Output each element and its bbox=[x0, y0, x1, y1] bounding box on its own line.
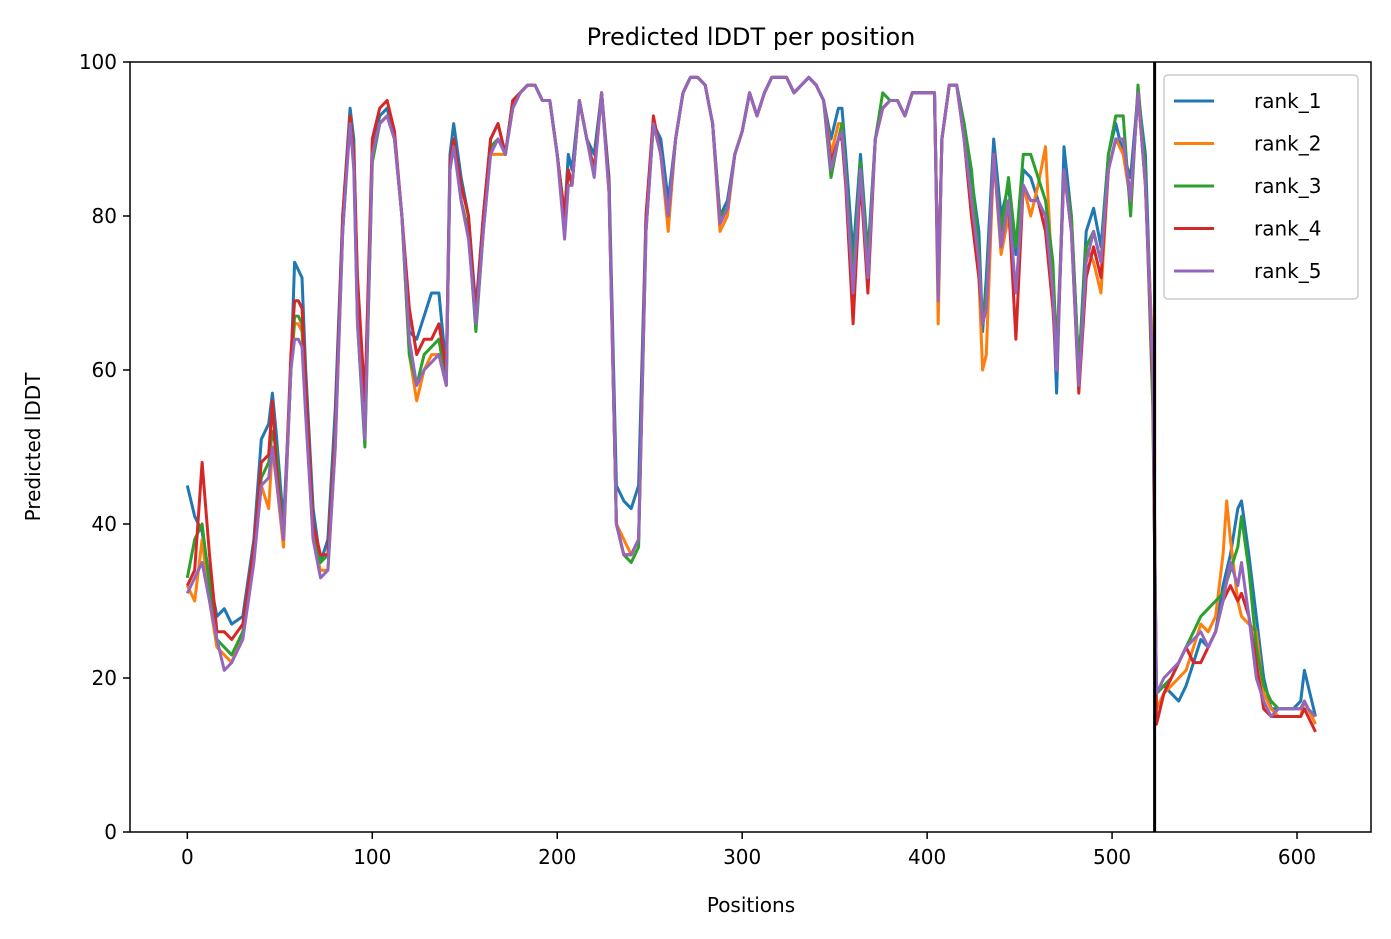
legend-label-rank_3: rank_3 bbox=[1254, 174, 1321, 198]
legend-label-rank_4: rank_4 bbox=[1254, 217, 1321, 241]
x-tick-label: 500 bbox=[1093, 845, 1131, 869]
x-tick-label: 600 bbox=[1278, 845, 1316, 869]
x-axis: 0 100 200 300 400 500 600 bbox=[181, 832, 1316, 869]
x-tick-label: 300 bbox=[723, 845, 761, 869]
plot-frame bbox=[129, 61, 1372, 833]
y-tick-label: 0 bbox=[104, 820, 117, 844]
legend-label-rank_1: rank_1 bbox=[1254, 89, 1321, 113]
x-tick-label: 200 bbox=[538, 845, 576, 869]
legend: rank_1 rank_2 rank_3 rank_4 rank_5 bbox=[1163, 74, 1359, 300]
legend-label-rank_2: rank_2 bbox=[1254, 132, 1321, 156]
x-axis-label: Positions bbox=[707, 893, 795, 917]
x-tick-label: 400 bbox=[908, 845, 946, 869]
series-line-rank_5 bbox=[185, 75, 1317, 718]
x-tick-label: 100 bbox=[353, 845, 391, 869]
y-tick-label: 40 bbox=[92, 512, 117, 536]
x-tick-label: 0 bbox=[181, 845, 194, 869]
y-tick-label: 60 bbox=[92, 358, 117, 382]
legend-label-rank_5: rank_5 bbox=[1254, 259, 1321, 283]
chart-title: Predicted lDDT per position bbox=[587, 23, 916, 51]
legend-box bbox=[1163, 74, 1359, 300]
series-layer bbox=[185, 75, 1317, 733]
y-tick-label: 80 bbox=[92, 204, 117, 228]
y-tick-label: 100 bbox=[79, 50, 117, 74]
y-axis-label: Predicted lDDT bbox=[21, 372, 45, 522]
y-axis: 0 20 40 60 80 100 bbox=[79, 50, 130, 844]
y-tick-label: 20 bbox=[92, 666, 117, 690]
